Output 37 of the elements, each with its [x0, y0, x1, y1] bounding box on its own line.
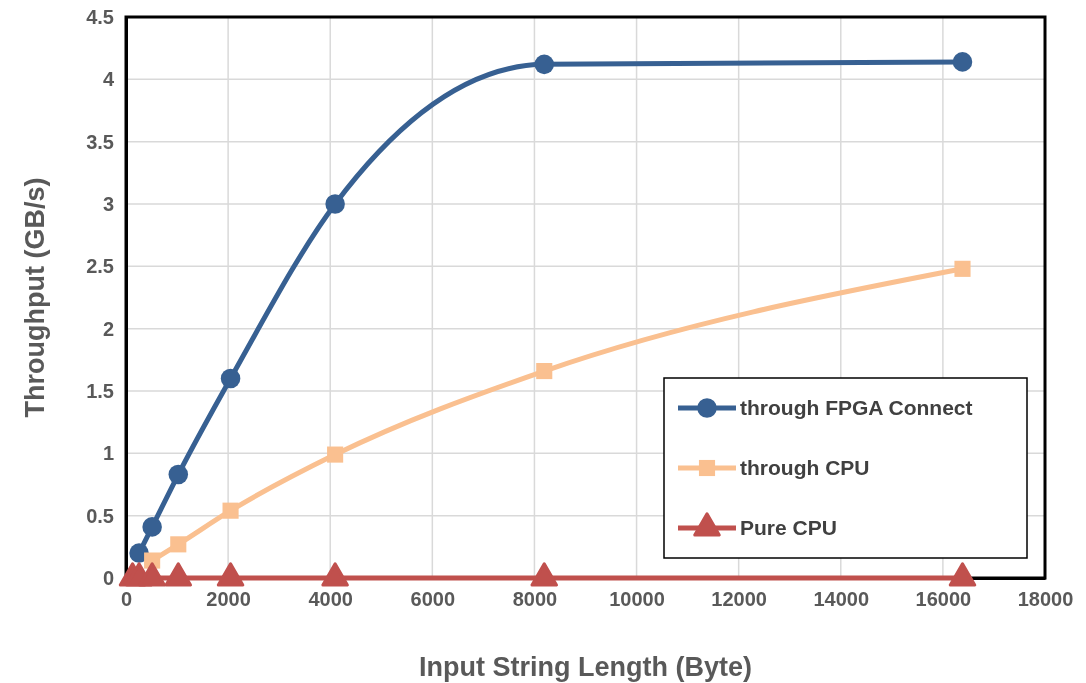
x-tick-label: 18000	[1017, 588, 1074, 611]
y-tick-label: 0.5	[86, 504, 114, 527]
y-tick-label: 1	[102, 442, 114, 465]
point	[220, 368, 241, 389]
point	[164, 562, 193, 587]
y-tick-label: 3.5	[86, 130, 114, 153]
y-tick-label: 2	[102, 317, 114, 340]
x-tick-label: 10000	[609, 588, 665, 611]
point	[321, 562, 349, 587]
point	[534, 54, 555, 75]
x-tick-label: 2000	[206, 588, 251, 611]
point	[952, 52, 973, 72]
x-tick-label: 16000	[915, 588, 972, 611]
x-tick-label: 12000	[711, 588, 767, 611]
legend-label: through CPU	[740, 456, 870, 479]
point	[325, 194, 345, 214]
y-axis-title: Throughput (GB/s)	[20, 177, 50, 418]
point	[530, 562, 558, 587]
y-tick-label: 1.5	[86, 379, 114, 402]
x-tick-label: 8000	[512, 588, 558, 611]
point	[138, 562, 166, 587]
point	[954, 260, 971, 277]
point	[216, 562, 245, 587]
x-tick-label: 14000	[813, 588, 870, 611]
y-tick-label: 2.5	[86, 255, 114, 278]
x-axis-title: Input String Length (Byte)	[419, 652, 752, 682]
y-tick-label: 4	[102, 68, 115, 91]
legend-label: Pure CPU	[740, 516, 837, 539]
legend-label: through FPGA Connect	[740, 396, 973, 419]
y-tick-label: 4.5	[86, 5, 114, 28]
y-tick-label: 0	[102, 566, 114, 589]
x-tick-label: 6000	[410, 588, 456, 611]
point	[948, 562, 977, 587]
x-tick-label: 4000	[308, 588, 353, 611]
x-tick-label: 0	[120, 588, 133, 611]
y-tick-label: 3	[102, 192, 114, 215]
point	[536, 362, 553, 380]
